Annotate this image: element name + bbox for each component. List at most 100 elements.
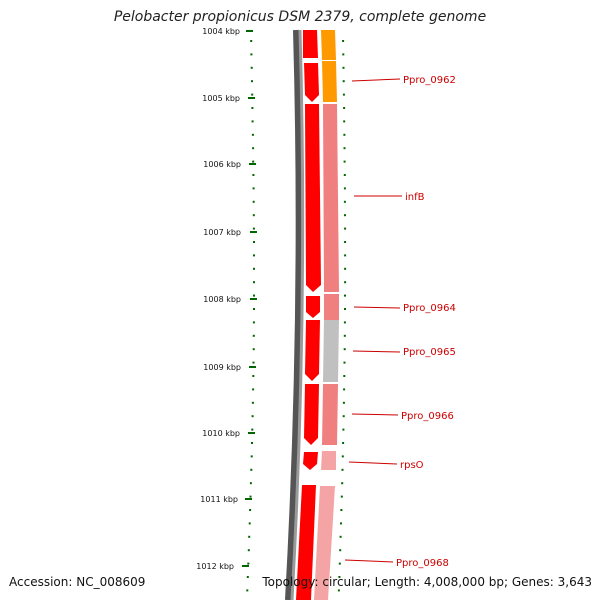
ruler-dot: [252, 334, 255, 337]
ruler-dot: [252, 147, 255, 150]
cds-arrow: [304, 384, 319, 445]
cog-block: [322, 61, 337, 102]
leader-line: [351, 413, 399, 416]
track-dot: [343, 321, 346, 324]
track-dot: [342, 442, 345, 444]
ruler-dot: [251, 133, 254, 136]
ruler-dot: [249, 495, 252, 498]
ruler-dot: [253, 308, 255, 310]
track-dot: [344, 267, 347, 270]
feature-label: Ppro_0964: [403, 303, 456, 314]
track-dot: [342, 428, 345, 431]
track-dot: [341, 468, 344, 471]
ruler-dot: [246, 589, 249, 592]
track-dot: [342, 53, 345, 56]
ruler-dot: [251, 107, 254, 109]
leader-line: [353, 306, 401, 309]
track-dot: [344, 281, 347, 284]
track-dot: [344, 308, 346, 310]
cds-arrow: [303, 452, 318, 470]
track-dot: [340, 495, 343, 498]
cog-block: [321, 451, 336, 470]
ruler-label: 1010 kbp: [202, 429, 240, 438]
ruler-dot: [249, 509, 252, 511]
ruler-dot: [253, 267, 255, 270]
ruler-ticks: 1004 kbp 1005 kbp 1006 kbp 1007 kbp 1008…: [196, 27, 257, 571]
track-dot: [342, 40, 345, 42]
ruler-dot: [251, 428, 254, 431]
cds-arrow: [303, 30, 318, 58]
backbone-arc-light: [290, 29, 305, 600]
track-dot: [343, 334, 346, 337]
ruler-dot: [251, 442, 253, 444]
ruler-dot: [246, 576, 249, 578]
ruler-dot: [252, 361, 255, 364]
track-dot: [340, 509, 343, 511]
ruler-dot: [251, 93, 254, 96]
ruler-dot: [250, 455, 253, 458]
leader-line: [344, 559, 394, 563]
ruler-dot: [247, 549, 250, 552]
ruler-dot: [252, 200, 255, 203]
ruler-dot: [252, 348, 255, 351]
track-dot: [344, 254, 347, 257]
feature-label: Ppro_0966: [401, 411, 454, 422]
ruler-label: 1005 kbp: [202, 94, 240, 103]
ruler-label: 1012 kbp: [196, 562, 234, 571]
ruler-tick: [249, 366, 256, 368]
ruler-tick: [248, 97, 255, 99]
ruler-dot: [252, 214, 255, 217]
cds-arrow: [305, 320, 320, 381]
ruler-dot: [251, 401, 254, 404]
ruler-dot: [253, 294, 255, 297]
cog-block: [322, 384, 338, 445]
cog-track: [314, 30, 339, 600]
track-dot: [338, 562, 341, 565]
track-dot: [342, 401, 345, 404]
ruler-tick: [248, 432, 255, 434]
cds-track: [296, 30, 321, 600]
track-dot: [343, 361, 346, 364]
ruler-label: 1004 kbp: [202, 27, 240, 36]
ruler-label: 1011 kbp: [200, 495, 238, 504]
track-dot: [343, 120, 346, 123]
track-dot: [344, 294, 346, 297]
feature-label: Ppro_0965: [403, 347, 456, 358]
cog-block: [321, 30, 336, 60]
track-dot: [344, 214, 346, 217]
ruler-dot: [250, 40, 253, 42]
cds-arrow: [305, 104, 321, 292]
ruler-dot: [251, 415, 254, 418]
ruler-dot: [253, 241, 255, 243]
ruler-dot: [248, 522, 251, 525]
ruler-dot: [251, 120, 254, 123]
ruler-dots: [246, 40, 255, 592]
ruler-dot: [253, 281, 255, 284]
track-dot: [343, 147, 346, 150]
ruler-dot: [251, 80, 253, 83]
track-dot: [341, 482, 344, 485]
cds-arrow: [296, 485, 316, 600]
track-dot: [342, 80, 345, 83]
genome-title: Pelobacter propionicus DSM 2379, complet…: [113, 9, 487, 25]
topology-text: Topology: circular; Length: 4,008,000 bp…: [262, 575, 592, 589]
ruler-tick: [250, 298, 257, 300]
feature-labels: Ppro_0962 infB Ppro_0964 Ppro_0965 Ppro_…: [344, 75, 456, 569]
track-dot: [343, 388, 346, 391]
ruler-tick: [242, 565, 249, 567]
ruler-dot: [252, 388, 255, 391]
ruler-dot: [252, 160, 255, 163]
ruler-dot: [252, 187, 255, 190]
ruler-dot: [252, 375, 255, 377]
ruler-tick: [246, 30, 253, 32]
ruler-dot: [249, 482, 252, 485]
track-dot: [343, 348, 346, 351]
track-dot: [343, 107, 346, 109]
ruler-dot: [250, 468, 253, 471]
ruler-dot: [252, 321, 255, 324]
ruler-dot: [248, 535, 251, 538]
track-dot: [344, 227, 347, 230]
track-dot: [338, 576, 341, 578]
cds-arrow: [304, 63, 319, 102]
